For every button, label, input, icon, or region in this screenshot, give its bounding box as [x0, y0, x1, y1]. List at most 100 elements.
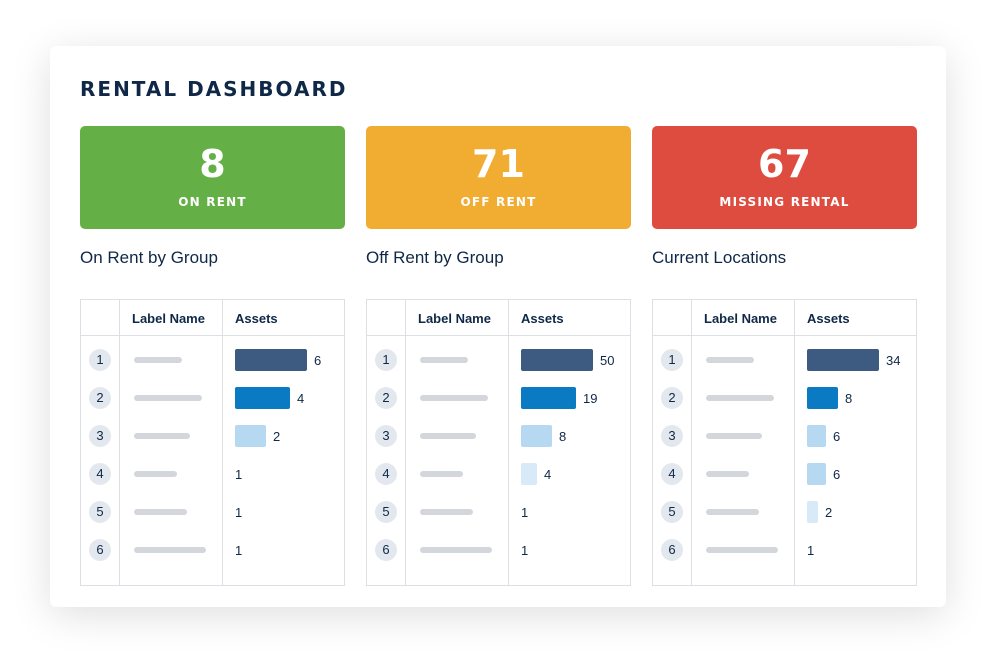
- label-name-placeholder: [134, 471, 177, 477]
- label-name-placeholder: [134, 395, 202, 401]
- label-name-placeholder: [134, 433, 190, 439]
- asset-bar: [807, 425, 826, 447]
- label-name-placeholder: [706, 547, 778, 553]
- missing-rental-column: 67 MISSING RENTAL Current Locations Labe…: [652, 126, 917, 586]
- row-index-badge: 6: [661, 539, 683, 561]
- table-row[interactable]: 5 1: [367, 493, 630, 531]
- table-row[interactable]: 3 6: [653, 417, 916, 455]
- asset-bar: [807, 463, 826, 485]
- asset-bar: [235, 425, 266, 447]
- table-header: Label Name Assets: [653, 300, 916, 336]
- asset-bar: [235, 349, 307, 371]
- table-row[interactable]: 6 1: [367, 531, 630, 569]
- table-row[interactable]: 1 50: [367, 341, 630, 379]
- table-row[interactable]: 2 8: [653, 379, 916, 417]
- table-header: Label Name Assets: [367, 300, 630, 336]
- off-rent-table: Label Name Assets 1 50 2 19 3 8: [366, 299, 631, 586]
- asset-count: 6: [833, 428, 841, 444]
- label-name-placeholder: [420, 433, 476, 439]
- header-assets[interactable]: Assets: [807, 311, 850, 326]
- stat-value: 71: [472, 142, 525, 186]
- column-divider: [508, 300, 509, 585]
- page-title: RENTAL DASHBOARD: [80, 77, 348, 101]
- column-divider: [794, 300, 795, 585]
- label-name-placeholder: [706, 433, 762, 439]
- table-row[interactable]: 4 6: [653, 455, 916, 493]
- label-name-placeholder: [706, 471, 749, 477]
- table-row[interactable]: 4 4: [367, 455, 630, 493]
- table-row[interactable]: 5 1: [81, 493, 344, 531]
- table-row[interactable]: 3 8: [367, 417, 630, 455]
- asset-count: 2: [273, 428, 281, 444]
- label-name-placeholder: [420, 547, 492, 553]
- label-name-placeholder: [134, 357, 182, 363]
- table-row[interactable]: 6 1: [81, 531, 344, 569]
- asset-bar: [807, 387, 838, 409]
- stat-label: MISSING RENTAL: [719, 195, 850, 209]
- row-index-badge: 4: [375, 463, 397, 485]
- on-rent-table: Label Name Assets 1 6 2 4 3 2: [80, 299, 345, 586]
- table-row[interactable]: 6 1: [653, 531, 916, 569]
- asset-count: 4: [544, 466, 552, 482]
- column-divider: [691, 300, 692, 585]
- table-row[interactable]: 2 19: [367, 379, 630, 417]
- asset-count: 1: [521, 504, 529, 520]
- asset-count: 1: [521, 542, 529, 558]
- section-title: Off Rent by Group: [366, 248, 504, 267]
- row-index-badge: 1: [89, 349, 111, 371]
- label-name-placeholder: [420, 357, 468, 363]
- asset-count: 1: [235, 542, 243, 558]
- header-label-name[interactable]: Label Name: [132, 311, 205, 326]
- table-row[interactable]: 4 1: [81, 455, 344, 493]
- row-index-badge: 2: [661, 387, 683, 409]
- row-index-badge: 3: [661, 425, 683, 447]
- asset-count: 8: [559, 428, 567, 444]
- row-index-badge: 5: [375, 501, 397, 523]
- asset-count: 1: [235, 504, 243, 520]
- on-rent-stat-tile[interactable]: 8 ON RENT: [80, 126, 345, 229]
- row-index-badge: 6: [375, 539, 397, 561]
- asset-bar: [807, 501, 818, 523]
- header-assets[interactable]: Assets: [235, 311, 278, 326]
- asset-count: 50: [600, 352, 615, 368]
- label-name-placeholder: [706, 357, 754, 363]
- stat-label: ON RENT: [178, 195, 247, 209]
- asset-bar: [521, 463, 537, 485]
- table-row[interactable]: 2 4: [81, 379, 344, 417]
- asset-bar: [807, 349, 879, 371]
- row-index-badge: 2: [375, 387, 397, 409]
- label-name-placeholder: [420, 471, 463, 477]
- dashboard-card: RENTAL DASHBOARD 8 ON RENT On Rent by Gr…: [50, 46, 946, 607]
- asset-bar: [235, 387, 290, 409]
- table-row[interactable]: 3 2: [81, 417, 344, 455]
- off-rent-column: 71 OFF RENT Off Rent by Group Label Name…: [366, 126, 631, 586]
- row-index-badge: 4: [89, 463, 111, 485]
- asset-count: 19: [583, 390, 598, 406]
- off-rent-stat-tile[interactable]: 71 OFF RENT: [366, 126, 631, 229]
- missing-rental-stat-tile[interactable]: 67 MISSING RENTAL: [652, 126, 917, 229]
- row-index-badge: 3: [89, 425, 111, 447]
- section-title: Current Locations: [652, 248, 787, 267]
- header-assets[interactable]: Assets: [521, 311, 564, 326]
- asset-bar: [521, 349, 593, 371]
- column-divider: [119, 300, 120, 585]
- asset-count: 4: [297, 390, 305, 406]
- table-row[interactable]: 1 6: [81, 341, 344, 379]
- asset-count: 6: [833, 466, 841, 482]
- asset-count: 6: [314, 352, 322, 368]
- missing-rental-table: Label Name Assets 1 34 2 8 3 6: [652, 299, 917, 586]
- row-index-badge: 5: [661, 501, 683, 523]
- table-row[interactable]: 5 2: [653, 493, 916, 531]
- on-rent-column: 8 ON RENT On Rent by Group Label Name As…: [80, 126, 345, 586]
- row-index-badge: 1: [375, 349, 397, 371]
- header-label-name[interactable]: Label Name: [704, 311, 777, 326]
- header-label-name[interactable]: Label Name: [418, 311, 491, 326]
- asset-count: 8: [845, 390, 853, 406]
- row-index-badge: 4: [661, 463, 683, 485]
- table-row[interactable]: 1 34: [653, 341, 916, 379]
- column-divider: [222, 300, 223, 585]
- asset-count: 2: [825, 504, 833, 520]
- asset-bar: [521, 387, 576, 409]
- asset-bar: [521, 425, 552, 447]
- label-name-placeholder: [134, 547, 206, 553]
